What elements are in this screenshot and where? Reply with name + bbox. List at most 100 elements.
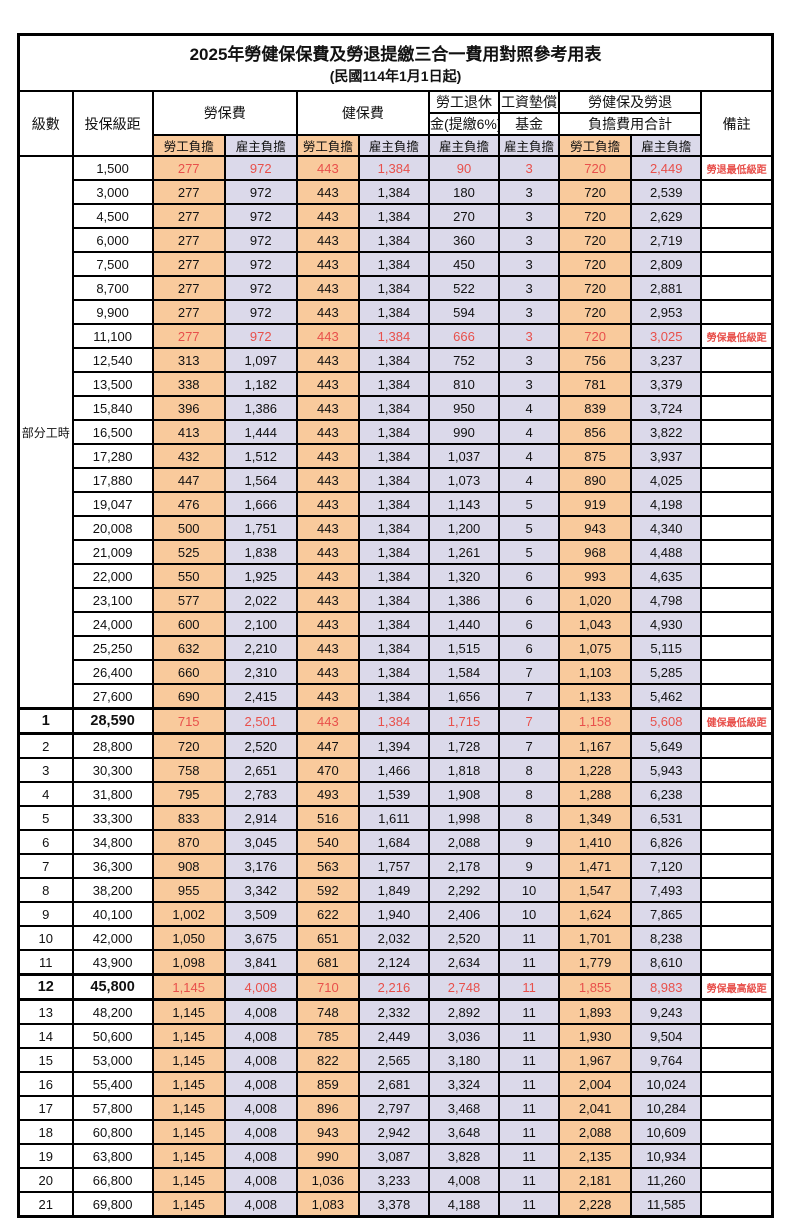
cell-total-employer: 5,608 [630, 707, 703, 735]
cell-health-employer: 1,384 [357, 155, 430, 181]
table-row: 8 38,200 955 3,342 592 1,849 2,292 10 1,547 7,493 [17, 877, 774, 903]
cell-bracket: 33,300 [71, 805, 154, 831]
cell-pension-employer: 1,143 [427, 491, 501, 517]
cell-total-employee: 1,288 [558, 781, 633, 807]
cell-note [700, 1071, 774, 1097]
cell-total-employer: 8,983 [630, 973, 703, 1001]
cell-health-employee: 990 [295, 1143, 360, 1169]
cell-pension-employer: 4,008 [427, 1167, 501, 1193]
cell-labor-employer: 2,520 [223, 732, 298, 759]
cell-total-employee: 1,167 [558, 732, 633, 759]
cell-note [700, 563, 774, 589]
cell-pension-employer: 3,828 [427, 1143, 501, 1169]
cell-bracket: 34,800 [71, 829, 154, 855]
header-note: 備註 [700, 90, 774, 157]
cell-labor-employee: 432 [151, 443, 226, 469]
cell-labor-employee: 447 [151, 467, 226, 493]
cell-labor-employee: 600 [151, 611, 226, 637]
cell-bracket: 7,500 [71, 251, 154, 277]
cell-bracket: 4,500 [71, 203, 154, 229]
cell-bracket: 6,000 [71, 227, 154, 253]
cell-total-employer: 2,881 [630, 275, 703, 301]
cell-labor-employee: 1,145 [151, 1119, 226, 1145]
table-row: 17,880 447 1,564 443 1,384 1,073 4 890 4,025 [19, 467, 774, 493]
cell-wagefund-employer: 9 [498, 853, 561, 879]
cell-labor-employee: 277 [151, 203, 226, 229]
cell-pension-employer: 1,261 [427, 539, 501, 565]
cell-labor-employee: 795 [151, 781, 226, 807]
cell-note [700, 925, 774, 951]
cell-level: 17 [17, 1095, 74, 1121]
table-row: 18 60,800 1,145 4,008 943 2,942 3,648 11 2,088 10… [17, 1119, 774, 1145]
cell-total-employer: 3,237 [630, 347, 703, 373]
cell-total-employer: 10,284 [630, 1095, 703, 1121]
cell-bracket: 25,250 [71, 635, 154, 661]
cell-health-employee: 592 [295, 877, 360, 903]
cell-total-employee: 1,930 [558, 1023, 633, 1049]
header-group-row-1: 級數 投保級距 勞保費 健保費 勞工退休 工資墊償 勞健保及勞退 備註 [17, 90, 774, 157]
cell-labor-employee: 338 [151, 371, 226, 397]
cell-total-employer: 2,809 [630, 251, 703, 277]
header-pension-line2: 金(提繳6%) [427, 112, 501, 136]
cell-labor-employer: 1,666 [223, 491, 298, 517]
cell-bracket: 66,800 [71, 1167, 154, 1193]
cell-labor-employee: 500 [151, 515, 226, 541]
cell-labor-employee: 313 [151, 347, 226, 373]
cell-bracket: 53,000 [71, 1047, 154, 1073]
cell-pension-employer: 180 [427, 179, 501, 205]
cell-health-employer: 1,384 [357, 227, 430, 253]
cell-health-employee: 785 [295, 1023, 360, 1049]
cell-health-employer: 3,233 [357, 1167, 430, 1193]
cell-note [700, 1143, 774, 1169]
table-row: 15,840 396 1,386 443 1,384 950 4 839 3,724 [19, 395, 774, 421]
cell-wagefund-employer: 6 [498, 611, 561, 637]
cell-labor-employee: 413 [151, 419, 226, 445]
cell-wagefund-employer: 4 [498, 419, 561, 445]
cell-note [700, 611, 774, 637]
cell-wagefund-employer: 10 [498, 901, 561, 927]
table-row: 11,100 277 972 443 1,384 666 3 720 3,025 勞保最低級距 [19, 323, 774, 349]
cell-wagefund-employer: 11 [498, 1191, 561, 1218]
cell-total-employer: 7,120 [630, 853, 703, 879]
cell-labor-employee: 277 [151, 155, 226, 181]
cell-health-employee: 443 [295, 635, 360, 661]
cell-pension-employer: 666 [427, 323, 501, 349]
cell-labor-employee: 277 [151, 275, 226, 301]
table-row: 26,400 660 2,310 443 1,384 1,584 7 1,103 5,285 [19, 659, 774, 685]
cell-bracket: 63,800 [71, 1143, 154, 1169]
cell-labor-employee: 660 [151, 659, 226, 685]
table-row: 15 53,000 1,145 4,008 822 2,565 3,180 11 1,967 9,… [17, 1047, 774, 1073]
cell-total-employee: 2,181 [558, 1167, 633, 1193]
table-row: 1 28,590 715 2,501 443 1,384 1,715 7 1,158 5,608 健… [17, 707, 774, 735]
cell-labor-employee: 1,145 [151, 1047, 226, 1073]
cell-note: 健保最低級距 [700, 707, 774, 735]
cell-labor-employer: 972 [223, 275, 298, 301]
cell-health-employer: 1,384 [357, 275, 430, 301]
cell-note [700, 395, 774, 421]
cell-health-employer: 3,087 [357, 1143, 430, 1169]
cell-note [700, 998, 774, 1025]
cell-pension-employer: 1,320 [427, 563, 501, 589]
cell-labor-employee: 1,145 [151, 1095, 226, 1121]
cell-bracket: 20,008 [71, 515, 154, 541]
cell-wagefund-employer: 10 [498, 877, 561, 903]
cell-note [700, 203, 774, 229]
cell-labor-employer: 2,501 [223, 707, 298, 735]
cell-total-employee: 1,158 [558, 707, 633, 735]
cell-labor-employer: 4,008 [223, 998, 298, 1025]
cell-health-employee: 443 [295, 227, 360, 253]
cell-total-employer: 3,937 [630, 443, 703, 469]
cell-total-employer: 4,930 [630, 611, 703, 637]
cell-health-employee: 651 [295, 925, 360, 951]
cell-health-employer: 1,384 [357, 179, 430, 205]
cell-bracket: 48,200 [71, 998, 154, 1025]
cell-total-employee: 720 [558, 275, 633, 301]
cell-total-employer: 8,610 [630, 949, 703, 976]
cell-bracket: 30,300 [71, 757, 154, 783]
cell-total-employee: 1,410 [558, 829, 633, 855]
cell-pension-employer: 270 [427, 203, 501, 229]
cell-wagefund-employer: 6 [498, 635, 561, 661]
cell-total-employee: 839 [558, 395, 633, 421]
cell-total-employer: 9,243 [630, 998, 703, 1025]
cell-total-employee: 781 [558, 371, 633, 397]
